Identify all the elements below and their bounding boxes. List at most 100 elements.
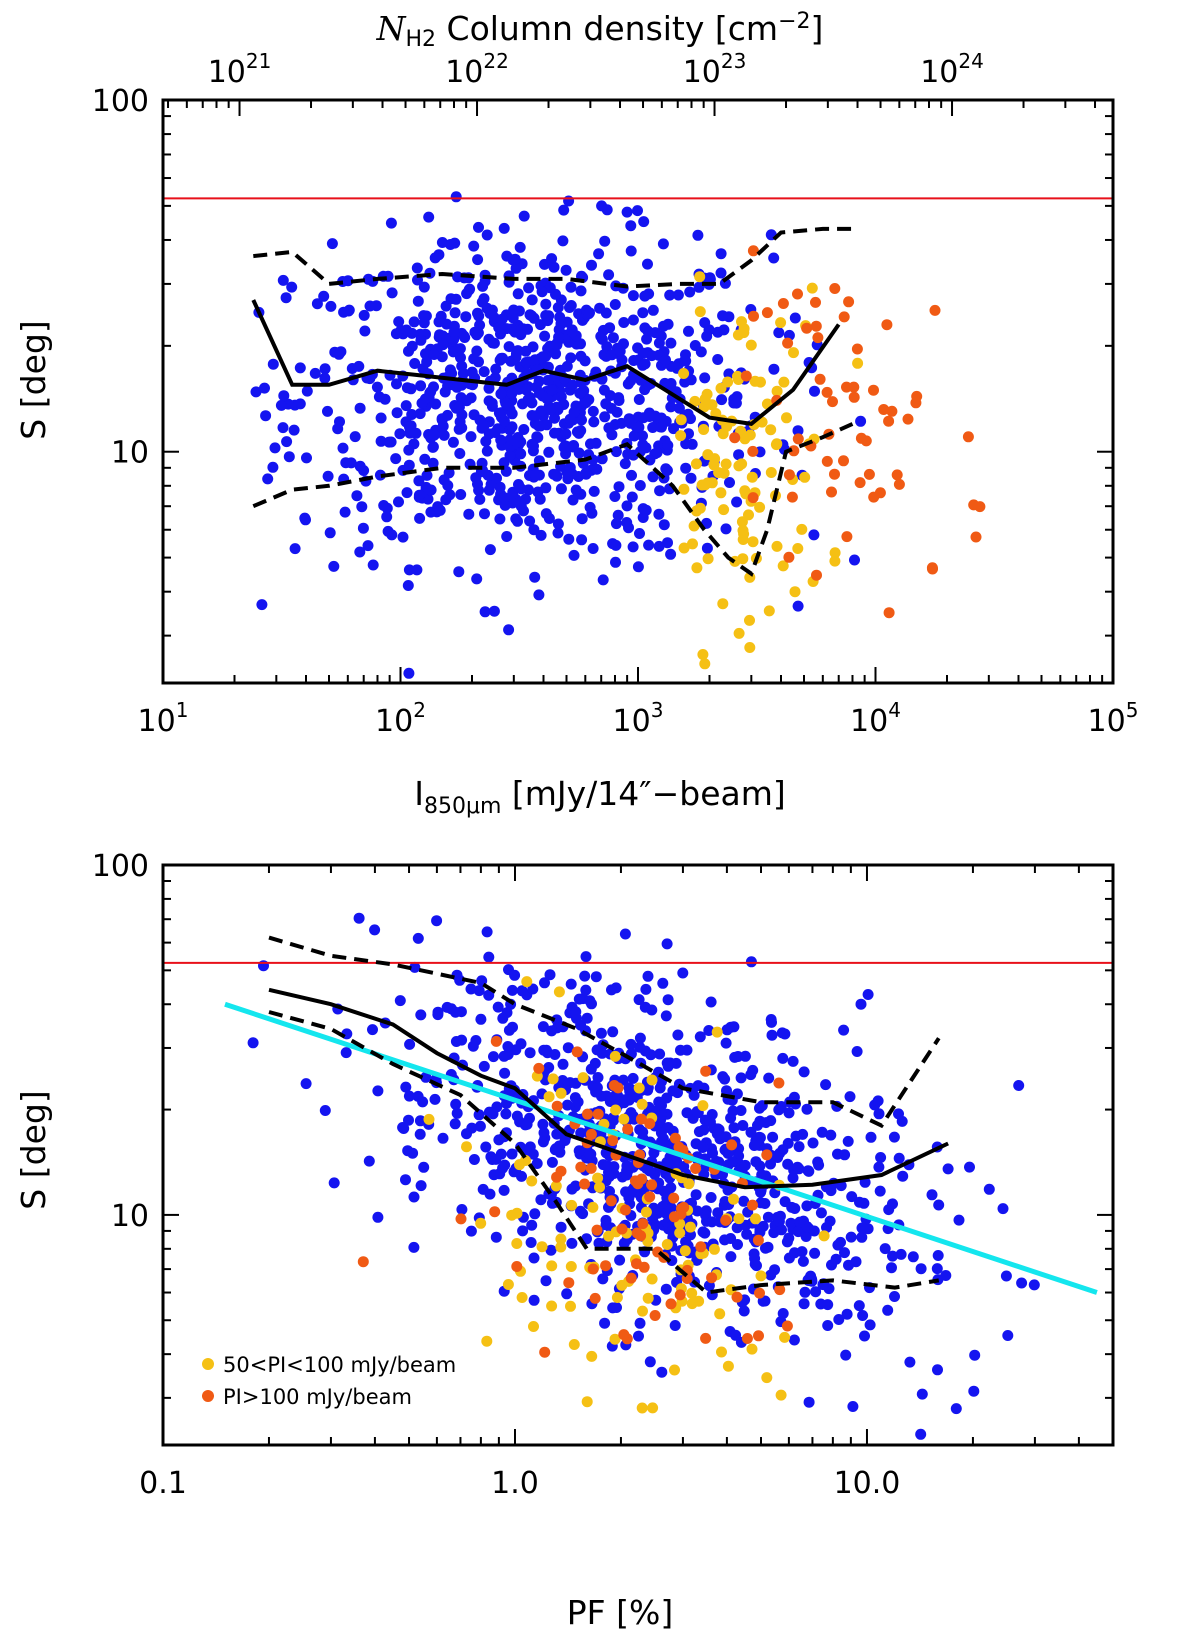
- data-point-blue: [429, 1093, 441, 1105]
- data-point-blue: [411, 262, 423, 274]
- data-point-orange: [676, 1203, 687, 1215]
- data-point-blue: [634, 480, 646, 491]
- data-point-yellow: [799, 471, 811, 483]
- data-point-blue: [720, 1037, 732, 1049]
- data-point-blue: [552, 302, 564, 313]
- data-point-blue: [309, 367, 321, 379]
- data-point-blue: [660, 1207, 672, 1219]
- data-point-blue: [381, 511, 393, 523]
- data-point-blue: [599, 235, 611, 247]
- data-point-blue: [549, 1049, 561, 1060]
- data-point-blue: [535, 405, 547, 417]
- data-point-blue: [755, 1186, 767, 1198]
- data-point-yellow: [754, 501, 766, 513]
- data-point-blue: [406, 409, 418, 420]
- data-point-blue: [371, 381, 383, 393]
- data-point-blue: [415, 334, 427, 346]
- data-point-orange: [761, 1149, 773, 1161]
- data-point-blue: [801, 1200, 813, 1212]
- data-point-blue: [530, 469, 541, 481]
- data-point-blue: [690, 1189, 702, 1201]
- data-point-yellow: [553, 986, 565, 998]
- data-point-orange: [591, 1224, 603, 1236]
- data-point-blue: [409, 358, 421, 369]
- data-point-blue: [256, 599, 268, 611]
- data-point-blue: [931, 1263, 943, 1275]
- data-point-blue: [653, 508, 665, 520]
- data-point-blue: [803, 1165, 815, 1177]
- data-point-blue: [442, 409, 453, 421]
- data-point-blue: [632, 561, 644, 573]
- data-point-blue: [516, 985, 528, 997]
- data-point-blue: [686, 438, 698, 450]
- data-point-blue: [545, 404, 557, 416]
- data-point-blue: [479, 508, 490, 520]
- data-point-blue: [699, 317, 711, 329]
- data-point-blue: [363, 1155, 375, 1167]
- data-point-blue: [418, 281, 430, 293]
- data-point-blue: [601, 204, 613, 216]
- data-point-blue: [393, 496, 404, 508]
- data-point-blue: [486, 400, 498, 412]
- data-point-yellow: [796, 523, 808, 535]
- data-point-blue: [600, 1219, 612, 1231]
- data-point-blue: [299, 512, 311, 524]
- data-point-blue: [585, 438, 596, 450]
- data-point-blue: [719, 1073, 731, 1085]
- data-point-blue: [893, 1108, 904, 1120]
- data-point-blue: [550, 348, 562, 360]
- data-point-blue: [643, 539, 655, 551]
- data-point-yellow: [674, 1227, 686, 1239]
- data-point-blue: [509, 969, 521, 981]
- data-point-blue: [584, 501, 596, 513]
- data-point-blue: [580, 984, 592, 996]
- data-point-blue: [402, 580, 414, 591]
- data-point-blue: [707, 1147, 718, 1159]
- data-point-orange: [747, 445, 759, 457]
- data-point-blue: [555, 1221, 567, 1233]
- data-point-blue: [481, 926, 493, 938]
- data-point-blue: [654, 1048, 666, 1060]
- data-point-blue: [451, 1107, 463, 1119]
- data-point-orange: [618, 1329, 630, 1341]
- data-point-yellow: [687, 538, 698, 550]
- x-tick-label: 104: [850, 698, 901, 739]
- data-point-blue: [457, 367, 469, 379]
- data-point-blue: [437, 420, 449, 432]
- data-point-blue: [737, 1120, 749, 1131]
- data-point-orange: [821, 455, 833, 467]
- data-point-yellow: [636, 1098, 648, 1110]
- data-point-orange: [592, 1108, 604, 1120]
- data-point-yellow: [737, 534, 749, 545]
- data-point-blue: [730, 397, 742, 409]
- data-point-yellow: [502, 1279, 514, 1290]
- plot-frame: [161, 863, 1115, 1447]
- lower-quartile-line: [268, 1010, 940, 1295]
- data-point-yellow: [565, 1261, 577, 1272]
- data-point-blue: [538, 1044, 550, 1056]
- data-point-blue: [715, 267, 727, 279]
- data-point-blue: [968, 1385, 980, 1397]
- data-point-yellow: [818, 1230, 830, 1242]
- data-point-orange: [926, 562, 938, 574]
- data-point-yellow: [577, 1072, 589, 1084]
- data-point-blue: [483, 1106, 495, 1118]
- data-point-blue: [465, 983, 477, 995]
- data-point-blue: [625, 220, 637, 232]
- top-tick-label: 1023: [683, 49, 747, 90]
- data-point-blue: [555, 483, 567, 495]
- data-point-blue: [792, 600, 804, 612]
- data-point-blue: [767, 1131, 779, 1143]
- data-point-orange: [731, 1291, 743, 1303]
- lower-quartile-line: [252, 422, 854, 577]
- data-point-blue: [626, 469, 637, 481]
- data-point-blue: [345, 457, 357, 469]
- data-point-blue: [857, 1310, 869, 1321]
- data-point-blue: [353, 912, 365, 924]
- data-point-yellow: [739, 485, 751, 497]
- data-point-blue: [622, 448, 634, 460]
- data-point-blue: [1016, 1277, 1028, 1289]
- data-point-orange: [646, 1179, 658, 1191]
- median-line: [251, 299, 841, 427]
- data-point-yellow: [586, 1350, 598, 1362]
